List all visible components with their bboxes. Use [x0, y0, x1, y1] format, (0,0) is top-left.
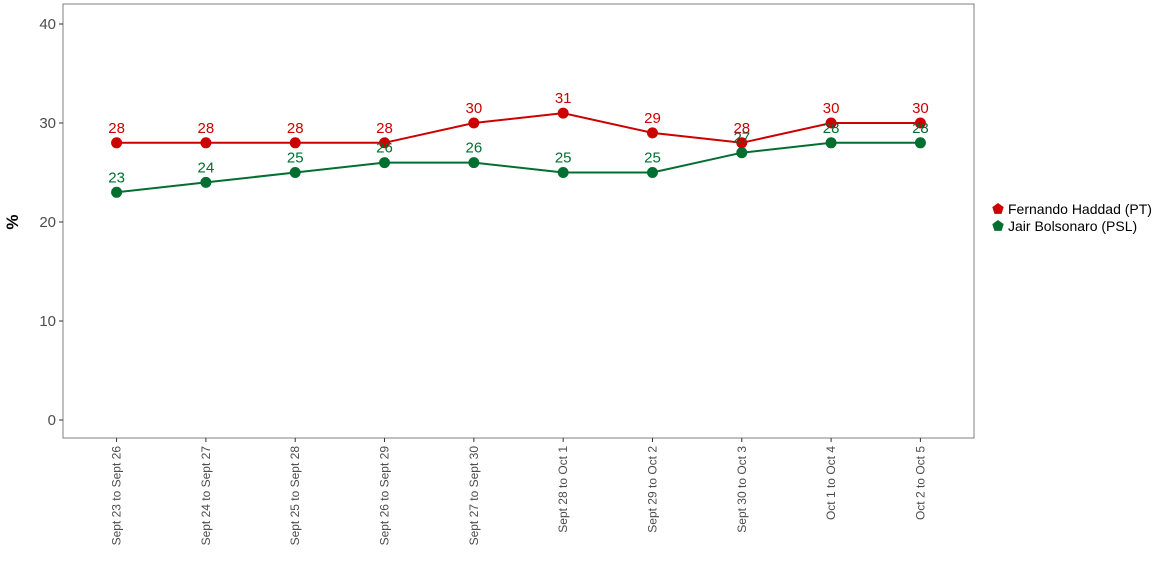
- data-point: [825, 117, 837, 129]
- data-point: [200, 137, 212, 149]
- data-label: 30: [465, 100, 482, 117]
- x-tick-label: Sept 25 to Sept 28: [288, 446, 302, 546]
- data-point: [825, 137, 837, 149]
- x-tick-label: Sept 29 to Oct 2: [645, 446, 659, 533]
- x-tick-label: Oct 2 to Oct 5: [913, 446, 927, 520]
- data-point: [468, 157, 480, 169]
- y-tick-label: 0: [48, 412, 56, 429]
- x-tick-label: Sept 26 to Sept 29: [378, 446, 392, 546]
- data-point: [646, 167, 658, 178]
- data-label: 26: [465, 140, 482, 157]
- series-line: [116, 112, 921, 144]
- panel-border: [62, 3, 975, 439]
- data-label: 28: [912, 120, 929, 137]
- data-label: 23: [108, 169, 125, 186]
- data-label: 28: [287, 120, 304, 137]
- x-tick-label: Sept 30 to Oct 3: [735, 446, 749, 533]
- data-point: [557, 107, 569, 119]
- legend-key: [992, 203, 1004, 214]
- data-point: [289, 137, 301, 149]
- y-tick-label: 20: [39, 214, 56, 231]
- data-label: 25: [287, 150, 304, 167]
- data-point: [379, 137, 391, 149]
- legend-label: Jair Bolsonaro (PSL): [1008, 218, 1137, 234]
- data-point: [557, 167, 569, 178]
- y-tick-label: 30: [39, 115, 56, 132]
- x-tick-label: Sept 28 to Oct 1: [556, 446, 570, 533]
- data-label: 28: [733, 120, 750, 137]
- data-label: 28: [376, 120, 393, 137]
- data-point: [111, 137, 123, 149]
- data-point: [379, 157, 391, 169]
- y-axis: 0 10 20 30 40: [39, 16, 63, 429]
- data-label: 29: [644, 110, 661, 127]
- data-point: [914, 137, 926, 149]
- data-point: [111, 186, 123, 198]
- x-tick-label: Sept 27 to Sept 30: [467, 446, 481, 546]
- y-tick-label: 40: [39, 16, 56, 33]
- legend-label: Fernando Haddad (PT): [1008, 201, 1152, 217]
- data-label: 28: [823, 120, 840, 137]
- legend-key: [992, 220, 1004, 231]
- data-label: 25: [644, 150, 661, 167]
- x-tick-label: Sept 23 to Sept 26: [110, 446, 124, 546]
- data-point: [289, 167, 301, 178]
- data-point: [736, 137, 748, 149]
- data-label: 25: [555, 150, 572, 167]
- data-point: [200, 176, 212, 188]
- series-line: [116, 141, 921, 194]
- data-label: 28: [198, 120, 215, 137]
- y-tick-label: 10: [39, 313, 56, 330]
- data-label: 27: [733, 130, 750, 147]
- x-tick-label: Oct 1 to Oct 4: [824, 446, 838, 520]
- data-point: [646, 127, 658, 139]
- data-label: 31: [555, 90, 572, 107]
- data-label: 30: [823, 100, 840, 117]
- x-axis: Sept 23 to Sept 26 Sept 24 to Sept 27 Sept…: [110, 438, 927, 546]
- y-axis-title: %: [3, 214, 22, 229]
- legend: Fernando Haddad (PT)Jair Bolsonaro (PSL): [992, 201, 1152, 234]
- data-point: [468, 117, 480, 129]
- data-label: 26: [376, 140, 393, 157]
- x-tick-label: Sept 24 to Sept 27: [199, 446, 213, 546]
- data-label: 28: [108, 120, 125, 137]
- data-point: [914, 117, 926, 129]
- data-point: [736, 147, 748, 159]
- data-label: 24: [198, 159, 215, 176]
- data-label: 30: [912, 100, 929, 117]
